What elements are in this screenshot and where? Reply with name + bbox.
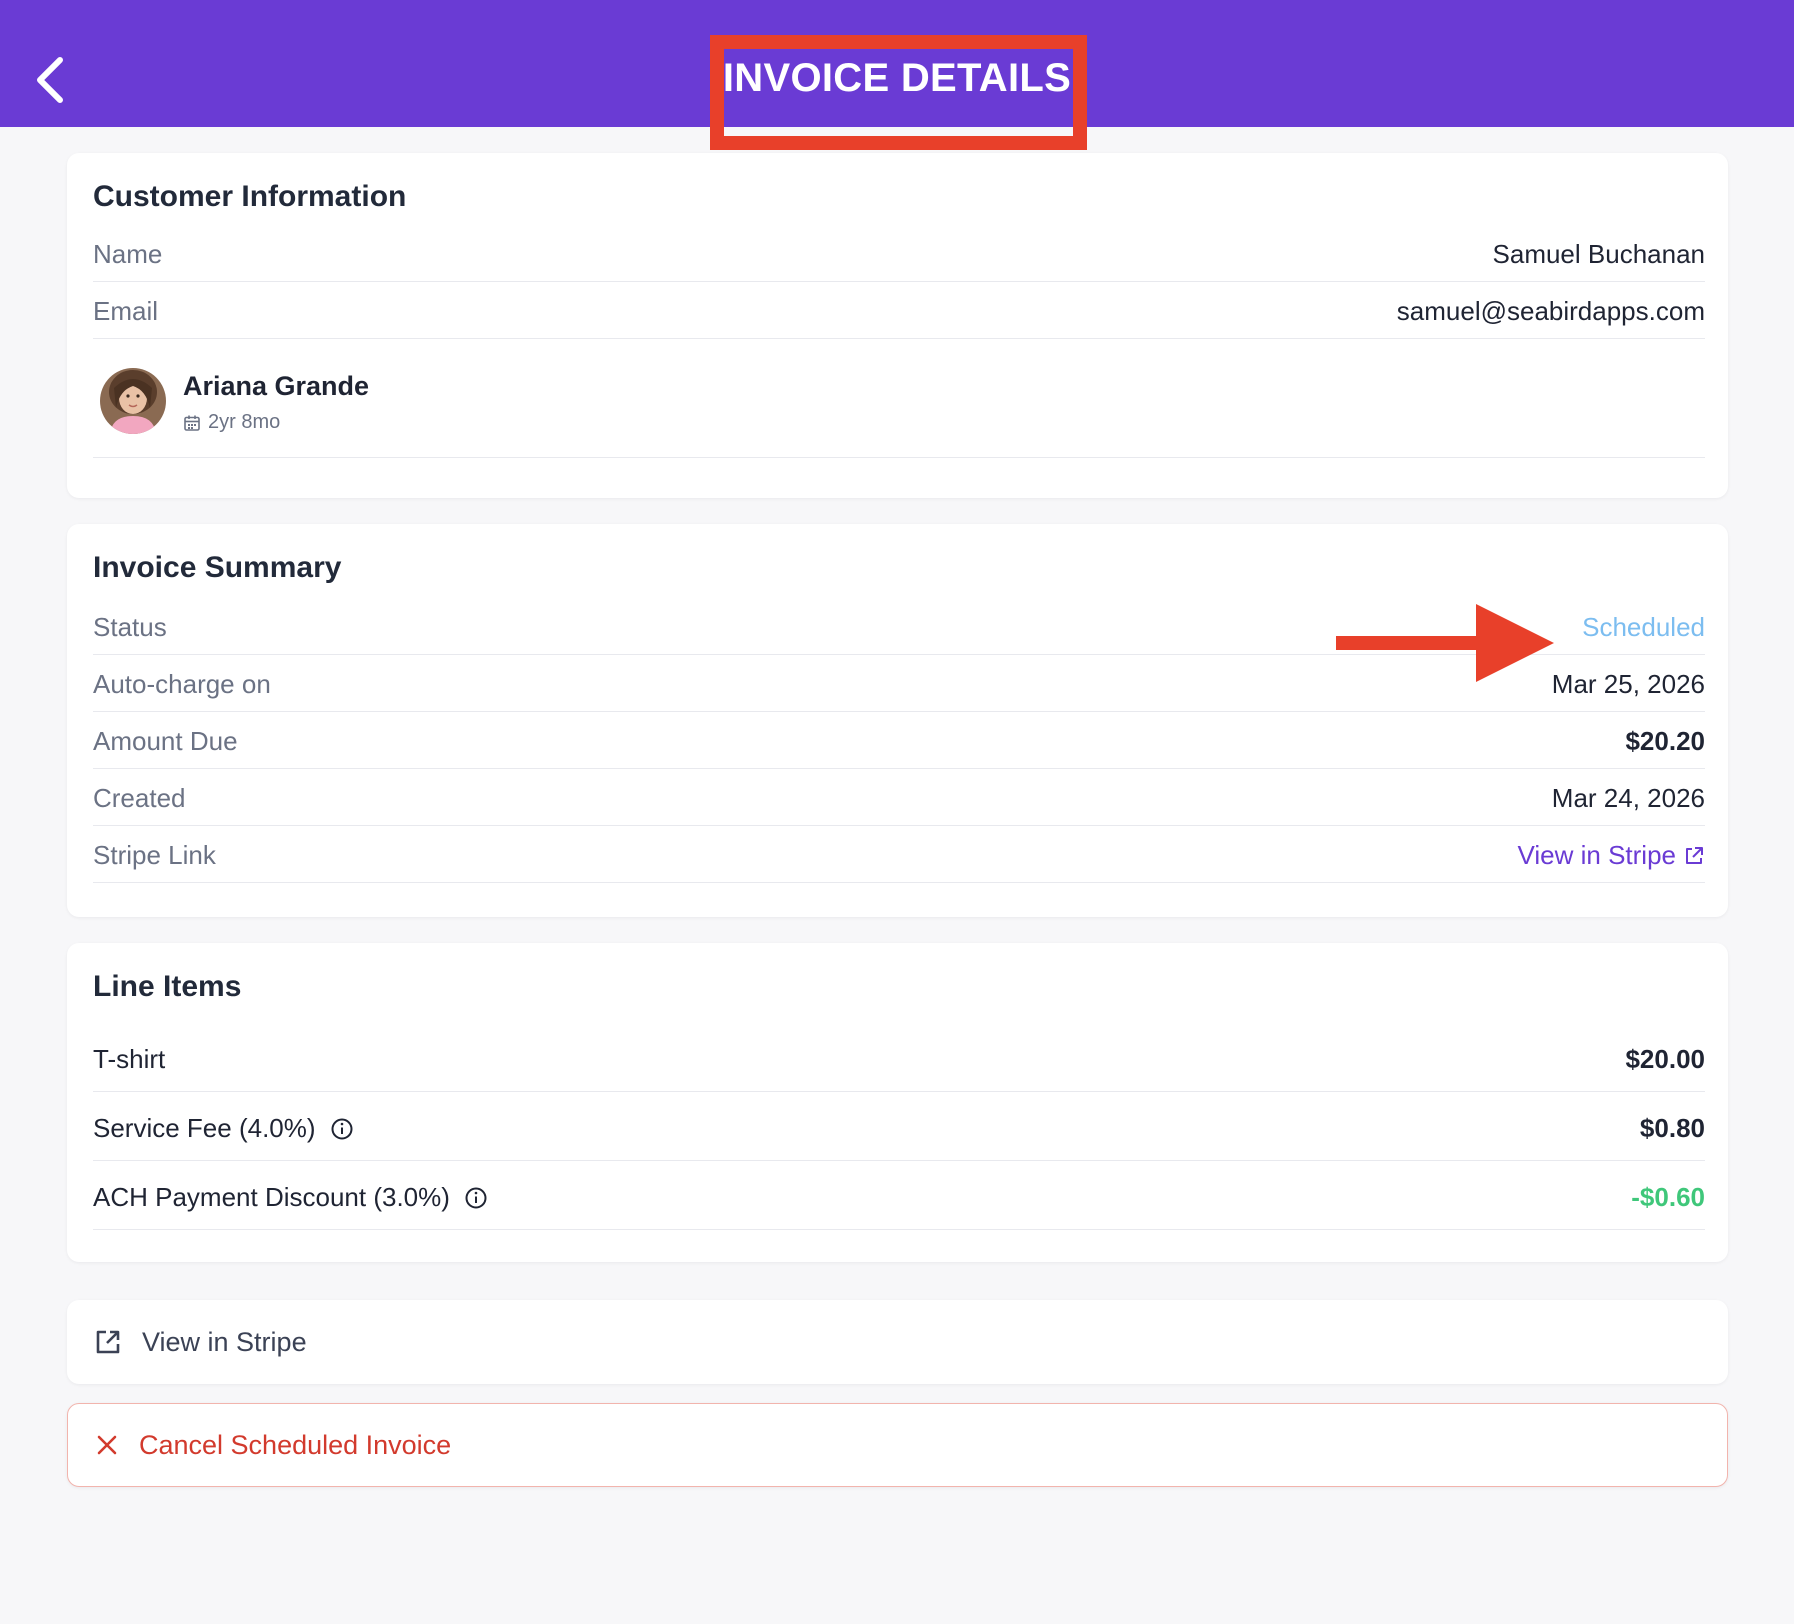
button-label: View in Stripe: [142, 1326, 307, 1357]
calendar-icon: [184, 415, 200, 431]
link-text: View in Stripe: [1517, 840, 1677, 870]
line-item-label: Service Fee (4.0%): [93, 1113, 316, 1143]
chevron-left-icon: [37, 57, 63, 103]
section-title: Customer Information: [93, 180, 407, 213]
line-item-amount: $0.80: [1639, 1113, 1705, 1143]
back-button[interactable]: [28, 50, 72, 110]
line-item-amount: -$0.60: [1631, 1182, 1705, 1212]
external-link-icon: [1686, 846, 1703, 864]
row-label: Status: [93, 612, 167, 642]
page-title: INVOICE DETAILS: [722, 56, 1072, 100]
annotation-arrow-icon: [1336, 604, 1554, 682]
row-label: Amount Due: [93, 726, 238, 756]
line-item-label-group: ACH Payment Discount (3.0%): [93, 1182, 488, 1213]
age-text: 2yr 8mo: [208, 411, 281, 433]
view-in-stripe-link[interactable]: View in Stripe: [1518, 840, 1706, 871]
invoice-summary-card: Invoice Summary Status Scheduled Auto-ch…: [67, 524, 1728, 917]
child-name: Ariana Grande: [183, 371, 370, 401]
customer-email-row: Email samuel@seabirdapps.com: [93, 282, 1705, 339]
annotation-highlight-box: [710, 35, 1087, 150]
button-label: Cancel Scheduled Invoice: [139, 1429, 452, 1460]
stripe-link-row: Stripe Link View in Stripe: [93, 826, 1705, 883]
view-in-stripe-button[interactable]: View in Stripe: [67, 1300, 1728, 1384]
external-link-icon: [94, 1328, 122, 1356]
line-items-card: Line Items T-shirt $20.00 Service Fee (4…: [67, 943, 1728, 1262]
close-icon: [95, 1433, 119, 1457]
line-item-row: T-shirt $20.00: [93, 1023, 1705, 1092]
line-item-label: T-shirt: [93, 1044, 166, 1074]
customer-name-row: Name Samuel Buchanan: [93, 225, 1705, 282]
line-item-amount: $20.00: [1625, 1044, 1705, 1074]
row-value: $20.20: [1625, 726, 1705, 756]
row-value: Mar 24, 2026: [1551, 783, 1705, 813]
row-value: Mar 25, 2026: [1551, 669, 1705, 699]
info-icon[interactable]: [330, 1117, 354, 1141]
line-item-label: ACH Payment Discount (3.0%): [93, 1182, 450, 1212]
line-item-row: ACH Payment Discount (3.0%) -$0.60: [93, 1161, 1705, 1230]
row-value: Samuel Buchanan: [1492, 239, 1705, 269]
line-item-row: Service Fee (4.0%) $0.80: [93, 1092, 1705, 1161]
row-value: samuel@seabirdapps.com: [1396, 296, 1705, 326]
child-age: 2yr 8mo: [183, 411, 280, 434]
auto-charge-row: Auto-charge on Mar 25, 2026: [93, 655, 1705, 712]
row-label: Auto-charge on: [93, 669, 271, 699]
child-avatar: [100, 368, 166, 434]
section-title: Invoice Summary: [93, 551, 342, 584]
info-icon[interactable]: [464, 1186, 488, 1210]
row-label: Stripe Link: [93, 840, 216, 870]
row-label: Email: [93, 296, 159, 326]
row-label: Created: [93, 783, 186, 813]
customer-information-card: Customer Information Name Samuel Buchana…: [67, 153, 1728, 498]
cancel-scheduled-invoice-button[interactable]: Cancel Scheduled Invoice: [67, 1403, 1728, 1487]
top-app-bar: INVOICE DETAILS: [0, 0, 1794, 127]
row-label: Name: [93, 239, 163, 269]
status-badge: Scheduled: [1582, 612, 1705, 642]
amount-due-row: Amount Due $20.20: [93, 712, 1705, 769]
section-title: Line Items: [93, 970, 242, 1003]
status-row: Status Scheduled: [93, 598, 1705, 655]
created-row: Created Mar 24, 2026: [93, 769, 1705, 826]
divider: [93, 457, 1705, 458]
line-item-label-group: Service Fee (4.0%): [93, 1113, 354, 1144]
